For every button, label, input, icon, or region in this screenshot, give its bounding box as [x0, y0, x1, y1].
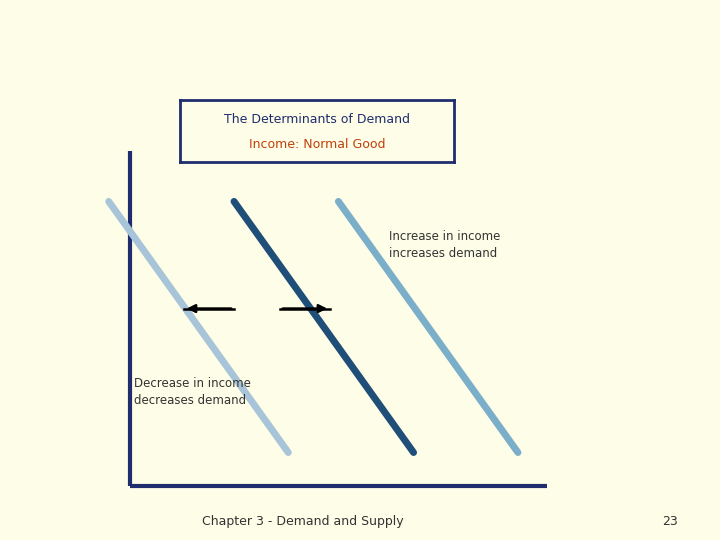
- Text: Increase in income
increases demand: Increase in income increases demand: [389, 230, 500, 260]
- Text: 23: 23: [662, 515, 678, 528]
- Text: Chapter 3 - Demand and Supply: Chapter 3 - Demand and Supply: [202, 515, 403, 528]
- Text: The Determinants of Demand: The Determinants of Demand: [224, 113, 410, 126]
- Text: Decrease in income
decreases demand: Decrease in income decreases demand: [134, 377, 251, 407]
- Text: Income: Normal Good: Income: Normal Good: [248, 138, 385, 151]
